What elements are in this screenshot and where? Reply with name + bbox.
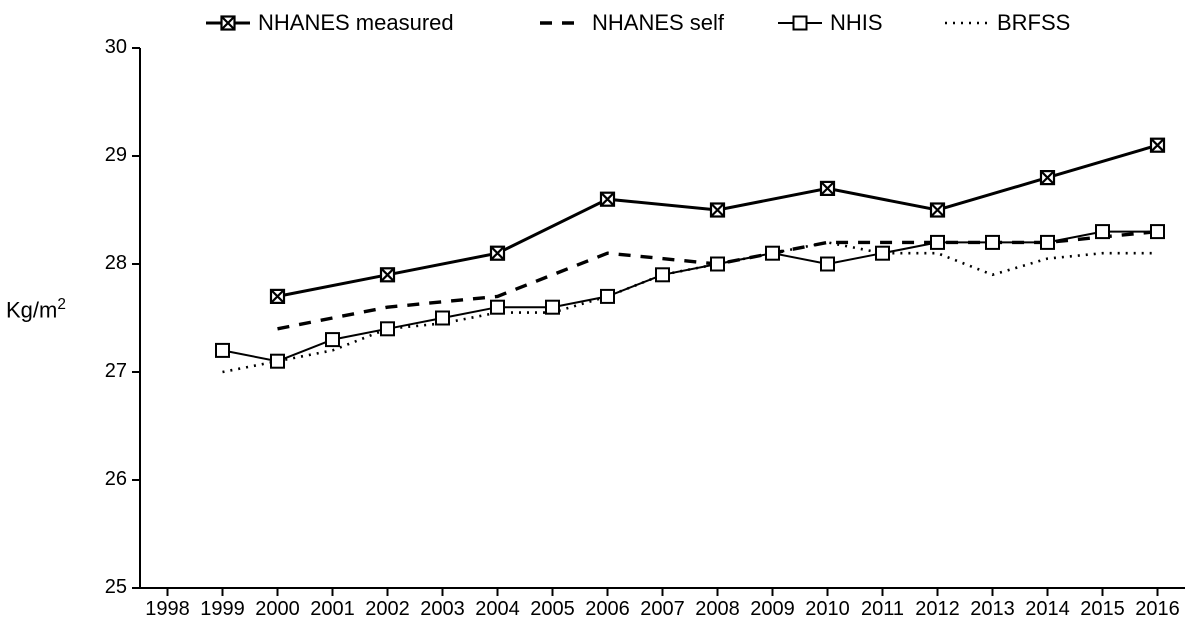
x-tick-label: 2010 bbox=[800, 598, 856, 621]
series-nhanes_measured bbox=[278, 145, 1158, 296]
x-tick-label: 2005 bbox=[525, 598, 581, 621]
legend-item-brfss: BRFSS bbox=[945, 8, 1070, 38]
x-tick-label: 2011 bbox=[855, 598, 911, 621]
legend-item-nhis: NHIS bbox=[778, 8, 883, 38]
y-tick-label: 29 bbox=[77, 144, 127, 167]
legend-swatch bbox=[945, 11, 989, 35]
x-tick-label: 2015 bbox=[1075, 598, 1131, 621]
legend-item-nhanes_measured: NHANES measured bbox=[206, 8, 454, 38]
chart-container: NHANES measured NHANES self NHIS BRFSS Kg/m… bbox=[0, 0, 1200, 632]
x-tick-label: 2006 bbox=[580, 598, 636, 621]
x-tick-label: 2008 bbox=[690, 598, 746, 621]
legend-label: NHANES self bbox=[592, 10, 724, 36]
legend-swatch bbox=[540, 11, 584, 35]
legend: NHANES measured NHANES self NHIS BRFSS bbox=[0, 0, 1200, 48]
legend-label: NHIS bbox=[830, 10, 883, 36]
y-axis-label: Kg/m2 bbox=[6, 296, 66, 323]
y-tick-label: 26 bbox=[77, 468, 127, 491]
x-tick-label: 1999 bbox=[195, 598, 251, 621]
y-tick-label: 30 bbox=[77, 36, 127, 59]
series-nhanes_self bbox=[278, 232, 1158, 329]
y-tick-label: 28 bbox=[77, 252, 127, 275]
legend-label: BRFSS bbox=[997, 10, 1070, 36]
x-tick-label: 2016 bbox=[1130, 598, 1186, 621]
line-chart bbox=[0, 0, 1200, 632]
x-tick-label: 2014 bbox=[1020, 598, 1076, 621]
x-tick-label: 2013 bbox=[965, 598, 1021, 621]
series-nhis bbox=[223, 232, 1158, 362]
x-tick-label: 2002 bbox=[360, 598, 416, 621]
legend-swatch bbox=[206, 11, 250, 35]
x-tick-label: 2009 bbox=[745, 598, 801, 621]
x-tick-label: 2000 bbox=[250, 598, 306, 621]
x-tick-label: 1998 bbox=[140, 598, 196, 621]
legend-swatch bbox=[778, 11, 822, 35]
x-tick-label: 2001 bbox=[305, 598, 361, 621]
x-tick-label: 2004 bbox=[470, 598, 526, 621]
y-tick-label: 25 bbox=[77, 576, 127, 599]
x-tick-label: 2012 bbox=[910, 598, 966, 621]
y-tick-label: 27 bbox=[77, 360, 127, 383]
legend-item-nhanes_self: NHANES self bbox=[540, 8, 724, 38]
legend-label: NHANES measured bbox=[258, 10, 454, 36]
x-tick-label: 2007 bbox=[635, 598, 691, 621]
x-tick-label: 2003 bbox=[415, 598, 471, 621]
